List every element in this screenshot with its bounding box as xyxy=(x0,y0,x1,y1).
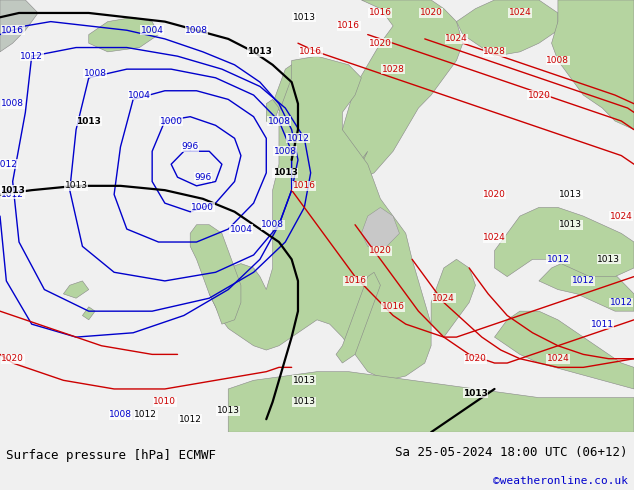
Text: 1016: 1016 xyxy=(369,8,392,18)
Polygon shape xyxy=(456,0,558,56)
Polygon shape xyxy=(539,259,634,311)
Text: 1020: 1020 xyxy=(527,91,550,99)
Polygon shape xyxy=(266,99,279,125)
Text: 1020: 1020 xyxy=(369,39,392,48)
Polygon shape xyxy=(228,372,634,432)
Text: 1012: 1012 xyxy=(20,51,43,61)
Text: 996: 996 xyxy=(181,143,199,151)
Polygon shape xyxy=(495,311,634,389)
Text: 1016: 1016 xyxy=(337,22,360,30)
Text: 1012: 1012 xyxy=(0,160,18,169)
Polygon shape xyxy=(89,17,158,52)
Polygon shape xyxy=(495,207,634,276)
Text: 1016: 1016 xyxy=(344,276,366,285)
Text: 1008: 1008 xyxy=(547,56,569,65)
Text: 1008: 1008 xyxy=(268,117,290,125)
Text: 1016: 1016 xyxy=(1,26,24,35)
Text: ©weatheronline.co.uk: ©weatheronline.co.uk xyxy=(493,476,628,487)
Polygon shape xyxy=(361,207,399,246)
Text: 1013: 1013 xyxy=(293,397,316,406)
Text: 1013: 1013 xyxy=(217,406,240,415)
Text: 1013: 1013 xyxy=(0,186,25,195)
Text: 1020: 1020 xyxy=(1,354,24,363)
Text: 1020: 1020 xyxy=(483,190,506,199)
Text: 1000: 1000 xyxy=(191,203,214,212)
Text: 1008: 1008 xyxy=(84,69,107,78)
Polygon shape xyxy=(63,281,89,298)
Text: 1008: 1008 xyxy=(261,220,284,229)
Polygon shape xyxy=(190,225,241,324)
Text: 1016: 1016 xyxy=(382,302,404,311)
Text: 1008: 1008 xyxy=(1,99,24,108)
Polygon shape xyxy=(209,56,431,380)
Text: 1028: 1028 xyxy=(483,48,506,56)
Text: 1013: 1013 xyxy=(247,48,273,56)
Text: 1024: 1024 xyxy=(508,8,531,18)
Text: 1004: 1004 xyxy=(141,26,164,35)
Text: 1000: 1000 xyxy=(160,117,183,125)
Text: 1012: 1012 xyxy=(134,411,157,419)
Text: 1020: 1020 xyxy=(369,246,392,255)
Text: 1013: 1013 xyxy=(559,190,582,199)
Text: 1028: 1028 xyxy=(382,65,404,74)
Text: 1012: 1012 xyxy=(547,255,569,264)
Polygon shape xyxy=(0,0,38,52)
Text: 1013: 1013 xyxy=(293,13,316,22)
Text: 1020: 1020 xyxy=(464,354,487,363)
Text: 1013: 1013 xyxy=(76,117,101,125)
Text: 1008: 1008 xyxy=(185,26,208,35)
Text: 1013: 1013 xyxy=(463,389,488,398)
Text: 1013: 1013 xyxy=(597,255,620,264)
Text: 1010: 1010 xyxy=(153,397,176,406)
Text: 1024: 1024 xyxy=(483,233,506,242)
Text: 1004: 1004 xyxy=(230,224,252,234)
Polygon shape xyxy=(349,151,368,181)
Text: 1008: 1008 xyxy=(109,411,132,419)
Text: 1011: 1011 xyxy=(591,319,614,329)
Text: 1020: 1020 xyxy=(420,8,443,18)
Text: 1012: 1012 xyxy=(179,415,202,424)
Polygon shape xyxy=(273,60,304,117)
Polygon shape xyxy=(336,272,380,363)
Text: 1013: 1013 xyxy=(559,220,582,229)
Text: 1024: 1024 xyxy=(445,34,468,44)
Text: 1013: 1013 xyxy=(65,181,87,190)
Text: 996: 996 xyxy=(194,172,212,182)
Text: 1012: 1012 xyxy=(1,190,24,199)
Text: 1013: 1013 xyxy=(273,169,298,177)
Polygon shape xyxy=(336,0,463,181)
Text: 1012: 1012 xyxy=(287,134,309,143)
Text: Sa 25-05-2024 18:00 UTC (06+12): Sa 25-05-2024 18:00 UTC (06+12) xyxy=(395,446,628,459)
Text: 1016: 1016 xyxy=(293,181,316,190)
Text: 1013: 1013 xyxy=(293,376,316,385)
Text: 1016: 1016 xyxy=(299,48,322,56)
Text: 1012: 1012 xyxy=(610,298,633,307)
Text: Surface pressure [hPa] ECMWF: Surface pressure [hPa] ECMWF xyxy=(6,449,216,462)
Polygon shape xyxy=(431,259,476,337)
Polygon shape xyxy=(82,307,95,320)
Text: 1004: 1004 xyxy=(128,91,151,99)
Text: 1012: 1012 xyxy=(572,276,595,285)
Polygon shape xyxy=(552,0,634,130)
Text: 1008: 1008 xyxy=(274,147,297,156)
Text: 1024: 1024 xyxy=(432,294,455,303)
Text: 1024: 1024 xyxy=(547,354,569,363)
Text: 1024: 1024 xyxy=(610,212,633,220)
